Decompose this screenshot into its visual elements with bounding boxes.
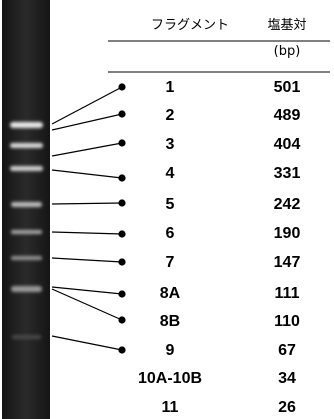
connector-dot	[118, 316, 126, 324]
connector-dot	[118, 83, 126, 91]
connector-dot	[118, 290, 126, 298]
fragment-label: 4	[165, 165, 175, 182]
connector-line	[51, 86, 123, 125]
gel-band	[11, 202, 42, 207]
fragment-label: 8A	[159, 285, 181, 302]
fragment-label: 6	[165, 225, 175, 242]
fragment-label: 1	[165, 79, 175, 96]
bp-value: 190	[273, 225, 301, 242]
connector-dot	[118, 174, 126, 182]
connector-dot	[118, 110, 126, 118]
connector-dot	[118, 230, 126, 238]
connector-line	[51, 257, 123, 263]
bp-value: 111	[274, 285, 300, 302]
fragment-label: 2	[165, 107, 175, 124]
connector-line	[51, 288, 123, 321]
bp-value: 26	[278, 399, 296, 416]
fragment-label: 9	[165, 342, 175, 359]
fragment-label: 3	[165, 136, 175, 153]
header-fragment: フラグメント	[150, 18, 229, 33]
connector-line	[51, 335, 123, 351]
bp-value: 489	[273, 107, 301, 124]
gel-band	[11, 230, 42, 234]
fragment-label: 7	[165, 254, 175, 271]
connector-line	[51, 169, 123, 179]
connector-dot	[118, 199, 126, 207]
bp-value: 242	[273, 196, 301, 213]
connector-line	[51, 286, 123, 295]
fragment-label: 5	[165, 196, 175, 213]
fragment-label: 10A-10B	[137, 370, 203, 387]
connector-line	[51, 231, 123, 235]
gel-band	[11, 286, 42, 292]
connector-line	[51, 202, 123, 205]
bp-value: 110	[274, 313, 300, 330]
header-bp: 塩基対	[267, 18, 307, 33]
bp-value: 331	[273, 165, 301, 182]
connector-dot	[118, 139, 126, 147]
header-bp-unit: (bp)	[273, 44, 301, 59]
bp-value: 147	[273, 254, 301, 271]
gel-bands	[10, 122, 43, 339]
gel-band	[10, 122, 43, 128]
gel-band	[10, 166, 43, 171]
bp-value: 501	[273, 79, 301, 96]
connector-line	[51, 142, 123, 157]
connector-dot	[118, 346, 126, 354]
gel-background	[2, 0, 50, 419]
bp-value: 404	[273, 136, 301, 153]
bp-value: 34	[278, 370, 296, 387]
gel-band	[11, 256, 42, 260]
fragment-label: 8B	[159, 313, 181, 330]
gel-band	[12, 335, 41, 339]
bp-value: 67	[278, 342, 296, 359]
connector-line	[51, 113, 123, 131]
connector-dot	[118, 258, 126, 266]
gel-band	[10, 143, 43, 148]
fragment-label: 11	[161, 399, 179, 416]
